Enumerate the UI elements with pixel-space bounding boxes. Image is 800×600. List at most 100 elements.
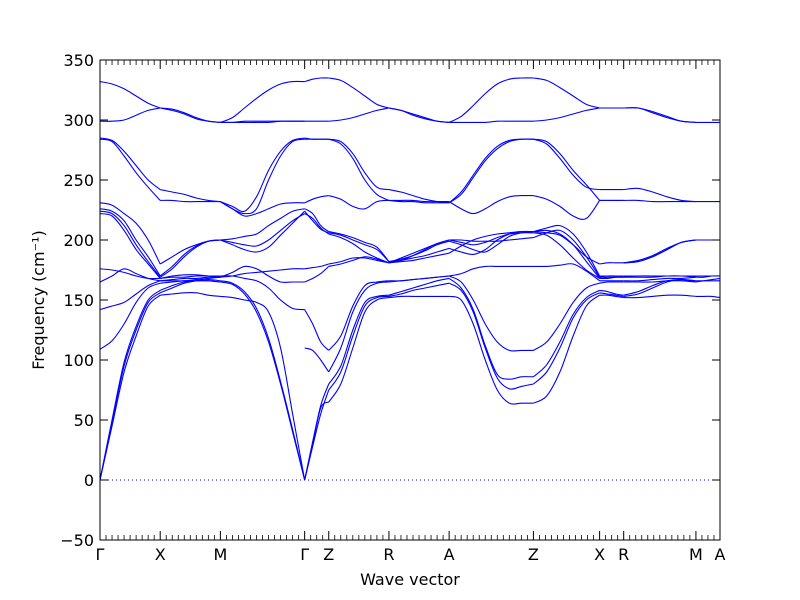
branch-line-seg7-b2 [533,289,600,378]
branch-line-seg5-b6 [388,252,450,264]
branch-line-seg7-b8 [533,224,601,277]
branch-line-seg4-b10 [328,195,389,210]
branch-line-seg7-b1 [533,292,600,385]
x-tick-label: Γ [300,545,309,564]
branch-line-seg5-b12 [388,189,450,204]
branch-line-seg4-b8 [328,232,390,262]
branch-line-seg7-b9 [533,231,600,265]
plot-area-frame [99,59,721,541]
branch-line-seg1-b12 [160,189,221,203]
branch-line-seg7-b12 [533,138,600,191]
y-tick-label: 0 [84,471,94,490]
branch-line-seg4-b14 [328,77,390,109]
y-axis-label: Frequency (cm⁻¹) [29,230,48,369]
branch-line-seg0-b10 [99,202,161,265]
x-minor-ticks [105,60,715,540]
branch-line-seg2-b6 [220,208,305,241]
branch-line-seg5-b8 [388,240,450,263]
branch-line-seg6-b0 [448,295,534,405]
branch-line-seg0-b6 [99,268,161,280]
branch-line-seg9-b8 [623,239,697,264]
branch-line-seg2-b13 [220,80,305,123]
branch-line-seg2-b2 [220,280,306,481]
y-axis: −50 0 50 100 150 200 250 300 350 [60,51,720,550]
y-tick-label: 350 [63,51,94,70]
branch-line-seg3-b4 [304,309,330,351]
branch-line-seg6-b9 [448,230,534,256]
branch-line-seg7-b0 [533,294,600,404]
branch-line-seg2-b8 [220,210,306,253]
branch-line-seg10-b0 [695,295,721,299]
branch-line-seg9-b12 [623,187,696,203]
branch-line-seg7-b13 [533,107,600,122]
dispersion-lines [99,77,721,481]
branch-line-seg3-b9 [304,208,330,233]
branch-line-seg2-b14 [220,120,305,124]
branch-line-seg4-b0 [328,297,390,403]
branch-line-seg3-b5 [304,265,330,283]
branch-line-seg8-b6 [599,276,624,279]
y-tick-label: 200 [63,231,94,250]
branch-line-seg0-b3 [99,282,161,350]
y-tick-label: 150 [63,291,94,310]
branch-line-seg0-b4 [99,280,161,311]
branch-line-seg9-b0 [623,294,696,299]
x-axis-label: Wave vector [360,570,460,589]
branch-line-seg1-b0 [160,292,221,297]
branch-line-seg0-b7 [99,213,161,279]
branch-line-seg0-b14 [99,81,161,109]
branch-line-seg1-b5 [160,276,221,282]
branch-line-seg6-b8 [448,231,534,253]
branch-line-seg4-b2 [328,294,389,385]
x-tick-label: R [383,545,394,564]
branch-line-seg5-b1 [388,282,450,297]
x-tick-label: M [213,545,227,564]
branch-line-seg5-b9 [388,247,450,263]
branch-line-seg9-b3 [623,280,696,283]
y-tick-label: 250 [63,171,94,190]
branch-line-seg5-b2 [388,277,450,296]
branch-line-seg6-b3 [448,275,534,352]
branch-line-seg5-b0 [388,295,450,299]
branch-line-seg0-b12 [99,137,161,191]
branch-line-seg7-b4 [533,263,600,282]
branch-line-seg0-b0 [99,294,161,481]
branch-line-seg2-b7 [220,213,305,247]
branch-line-seg0-b11 [99,138,161,201]
branch-line-seg0-b5 [99,268,161,283]
branch-line-seg7-b14 [533,77,600,109]
branch-line-seg9-b9 [623,239,697,264]
branch-line-seg8-b9 [599,262,624,265]
branch-line-seg8-b0 [599,294,624,299]
branch-line-seg9-b11 [623,199,696,203]
branch-line-seg3-b3 [304,347,330,373]
branch-line-seg3-b0 [304,401,330,481]
branch-line-seg4-b5 [328,256,390,267]
branch-line-seg4-b6 [328,257,390,265]
x-tick-label: A [715,545,726,564]
branch-line-seg1-b7 [160,274,221,279]
branch-line-seg0-b1 [99,292,161,481]
branch-line-seg4-b9 [328,231,390,262]
x-tick-label: A [444,545,455,564]
branch-line-seg0-b13 [99,107,161,122]
branch-line-seg7-b3 [533,282,600,351]
y-tick-label: −50 [60,531,94,550]
y-tick-label: 300 [63,111,94,130]
branch-line-seg6-b14 [448,77,534,123]
branch-line-seg8-b3 [599,281,624,284]
branch-line-seg0-b8 [99,210,161,278]
branch-line-seg4-b11 [328,138,390,201]
branch-line-seg3-b14 [304,77,329,83]
branch-line-seg9-b14 [623,107,696,123]
y-tick-label: 100 [63,351,94,370]
branch-line-seg6-b4 [449,265,534,277]
branch-line-seg3-b12 [304,137,329,140]
branch-line-seg2-b5 [220,275,305,311]
x-tick-label: X [594,545,605,564]
x-tick-label: Z [528,545,539,564]
branch-line-seg4-b7 [328,233,390,264]
branch-line-seg0-b2 [99,289,161,481]
